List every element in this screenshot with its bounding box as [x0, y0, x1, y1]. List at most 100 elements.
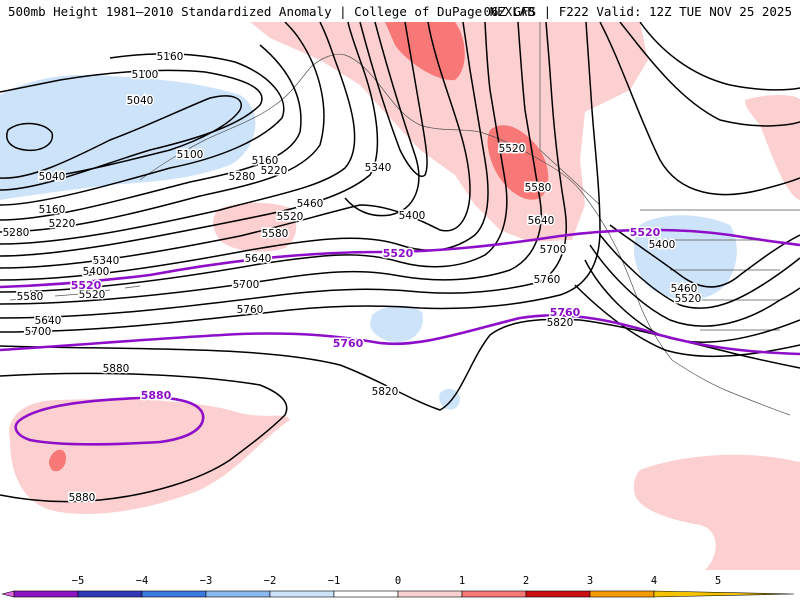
height-label: 5700: [25, 326, 52, 338]
colorbar-tick-label: −1: [328, 575, 341, 587]
contour-5340: [639, 22, 800, 91]
colorbar-tick-label: 5: [715, 575, 721, 587]
height-label: 5700: [540, 244, 567, 256]
height-label: 5820: [372, 386, 399, 398]
height-label: 5760: [237, 304, 264, 316]
contour-5580: [599, 234, 800, 309]
contour-5040: [6, 122, 54, 152]
colorbar-segment: [13, 590, 79, 598]
height-label: 5460: [671, 283, 698, 295]
border-line: [539, 22, 800, 331]
colorbar-tick-label: −3: [200, 575, 213, 587]
colorbar-tick-label: −4: [136, 575, 149, 587]
height-label: 5220: [49, 218, 76, 230]
height-label: 5100: [132, 69, 159, 81]
height-label: 5820: [547, 317, 574, 329]
negative-anomaly-area: [370, 305, 424, 343]
highlight-label: 5520: [383, 247, 414, 260]
colorbar-tick-label: 4: [651, 575, 657, 587]
highlight-label: 5520: [630, 226, 661, 239]
model-run-info: 06Z GFS | F222 Valid: 12Z TUE NOV 25 202…: [483, 4, 792, 19]
colorbar: −5 −4 −3 −2 −1 0 1 2 3 4 5: [1, 575, 795, 598]
height-label: 5580: [262, 228, 289, 240]
colorbar-segment: [525, 590, 591, 598]
contour-5340: [0, 22, 356, 245]
contour-5400: [619, 22, 800, 127]
contour-5400: [0, 22, 379, 257]
colorbar-ticks: −5 −4 −3 −2 −1 0 1 2 3 4 5: [72, 575, 721, 587]
positive-anomaly-area: [250, 22, 648, 242]
height-labels: 5160 5100 5040 5100 5160 5220 5280 5040 …: [1, 50, 703, 506]
alaska-coast: [139, 53, 581, 191]
contour-5460: [0, 22, 471, 269]
negative-anomaly-area: [439, 388, 460, 410]
contour-5400: [344, 22, 420, 217]
map-plot: 5160 5100 5040 5100 5160 5220 5280 5040 …: [0, 22, 800, 570]
height-label: 5280: [229, 171, 256, 183]
contour-5340: [359, 22, 428, 177]
positive-anomaly-area: [633, 454, 800, 570]
height-label: 5100: [177, 149, 204, 161]
negative-anomaly-area: [634, 215, 737, 300]
height-label: 5520: [79, 289, 106, 301]
contour-5700: [0, 22, 567, 319]
contour-5580: [0, 22, 508, 293]
height-label: 5520: [499, 143, 526, 155]
height-label: 5160: [39, 204, 66, 216]
colorbar-segment: [333, 590, 399, 598]
contour-5040: [0, 95, 242, 179]
highlight-label: 5760: [333, 337, 364, 350]
height-label: 5160: [157, 51, 184, 63]
contour-5520-highlight: [0, 228, 800, 289]
height-label: 5340: [365, 162, 392, 174]
height-label: 5640: [528, 215, 555, 227]
colorbar-tick-label: 2: [523, 575, 529, 587]
height-label: 5760: [534, 274, 561, 286]
height-label: 5460: [297, 198, 324, 210]
contour-5460: [599, 22, 800, 196]
height-label: 5520: [675, 293, 702, 305]
colorbar-segment: [397, 590, 463, 598]
positive-anomaly-area: [745, 95, 800, 200]
contour-5760-highlight: [0, 314, 800, 356]
height-label: 5580: [525, 182, 552, 194]
height-label: 5520: [277, 211, 304, 223]
height-label: 5880: [103, 363, 130, 375]
highlight-label: 5760: [550, 306, 581, 319]
strong-positive-anomaly-area: [48, 449, 66, 472]
map-title: 500mb Height 1981–2010 Standardized Anom…: [8, 4, 535, 19]
colorbar-min-arrow: [1, 590, 15, 598]
title-bar: 500mb Height 1981–2010 Standardized Anom…: [0, 0, 800, 22]
contour-5220: [0, 44, 302, 221]
contour-5760: [0, 22, 601, 333]
colorbar-tick-label: −5: [72, 575, 85, 587]
height-label: 5040: [39, 171, 66, 183]
colorbar-segments: [1, 590, 795, 598]
colorbar-tick-label: −2: [264, 575, 277, 587]
height-label: 5400: [399, 210, 426, 222]
contour-5280: [0, 22, 325, 233]
contour-5100: [0, 69, 263, 191]
colorbar-max-arrow: [653, 590, 795, 598]
height-label: 5700: [233, 279, 260, 291]
contour-5880: [0, 372, 288, 503]
highlight-contours: [0, 228, 800, 446]
highlight-labels: 5520 5520 5520 5760 5760 5880: [69, 225, 662, 404]
aleutian-islands: [9, 285, 141, 301]
colorbar-segment: [461, 590, 527, 598]
contour-5640: [589, 244, 800, 327]
positive-anomaly-area: [9, 399, 290, 514]
colorbar-segment: [141, 590, 207, 598]
colorbar-tick-label: 0: [395, 575, 401, 587]
height-label: 5640: [35, 315, 62, 327]
height-label: 5640: [245, 253, 272, 265]
colorbar-tick-label: 1: [459, 575, 465, 587]
height-label: 5280: [3, 227, 30, 239]
strong-positive-anomaly-area: [385, 22, 465, 81]
height-label: 5340: [93, 255, 120, 267]
contour-5640: [0, 22, 542, 305]
colorbar-segment: [205, 590, 271, 598]
highlight-label: 5880: [141, 389, 172, 402]
height-label: 5400: [649, 239, 676, 251]
